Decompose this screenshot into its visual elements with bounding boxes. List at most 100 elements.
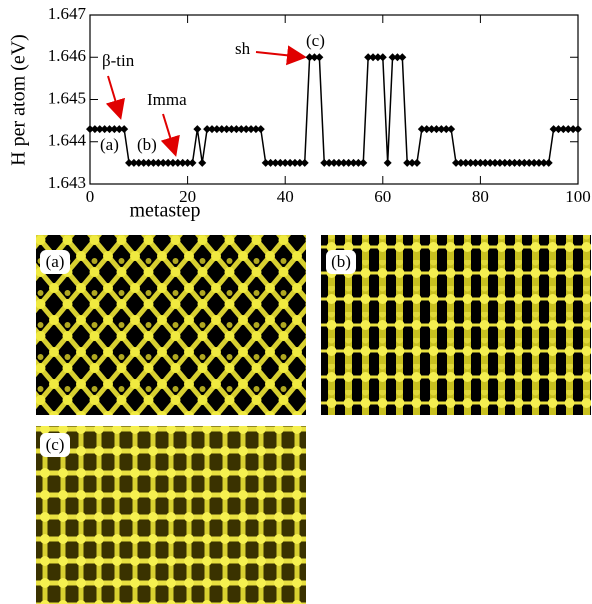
- x-tick-label: 80: [472, 187, 489, 206]
- data-point: [154, 158, 163, 167]
- annotation: Imma: [147, 90, 187, 109]
- data-point: [227, 125, 236, 134]
- data-point: [569, 125, 578, 134]
- annotation: β-tin: [102, 51, 135, 70]
- structure-image: [321, 235, 591, 415]
- data-point: [222, 125, 231, 134]
- data-point: [178, 158, 187, 167]
- data-point: [554, 125, 563, 134]
- data-point: [369, 53, 378, 62]
- data-point: [447, 125, 456, 134]
- data-point: [286, 158, 295, 167]
- y-tick-label: 1.645: [48, 88, 86, 107]
- data-point: [486, 158, 495, 167]
- data-point: [364, 53, 373, 62]
- data-point: [525, 158, 534, 167]
- data-point: [198, 158, 207, 167]
- data-point: [95, 125, 104, 134]
- data-point: [466, 158, 475, 167]
- data-point: [476, 158, 485, 167]
- data-point: [461, 158, 470, 167]
- data-point: [183, 158, 192, 167]
- data-point: [373, 53, 382, 62]
- data-point: [164, 158, 173, 167]
- annotation: (c): [306, 31, 325, 50]
- data-point: [354, 158, 363, 167]
- data-point: [271, 158, 280, 167]
- x-axis-label: metastep: [129, 200, 200, 222]
- data-point: [417, 125, 426, 134]
- data-point: [534, 158, 543, 167]
- data-point: [247, 125, 256, 134]
- panel-label: (b): [331, 252, 351, 271]
- annotation-arrow: [105, 75, 125, 120]
- data-point: [217, 125, 226, 134]
- data-point: [125, 158, 134, 167]
- data-point: [325, 158, 334, 167]
- data-point: [432, 125, 441, 134]
- data-point: [237, 125, 246, 134]
- data-point: [139, 158, 148, 167]
- data-point: [515, 158, 524, 167]
- data-point: [86, 125, 94, 134]
- panel-label-box: [40, 433, 70, 457]
- data-point: [559, 125, 568, 134]
- data-point: [320, 158, 329, 167]
- y-tick-label: 1.643: [48, 173, 86, 192]
- data-point: [134, 158, 143, 167]
- data-point: [403, 158, 412, 167]
- data-point: [193, 125, 202, 134]
- data-point: [168, 158, 177, 167]
- data-point: [393, 53, 402, 62]
- annotation: sh: [235, 39, 251, 58]
- y-tick-label: 1.647: [48, 4, 87, 23]
- y-tick-label: 1.646: [48, 46, 86, 65]
- data-point: [129, 158, 138, 167]
- x-tick-label: 100: [565, 187, 591, 206]
- annotation: (b): [137, 135, 157, 154]
- annotation: (a): [100, 135, 119, 154]
- data-point: [100, 125, 109, 134]
- data-point: [359, 158, 368, 167]
- data-point: [495, 158, 504, 167]
- data-point: [388, 53, 397, 62]
- annotation-arrow: [160, 113, 180, 157]
- data-point: [422, 125, 431, 134]
- data-point: [539, 158, 548, 167]
- data-point: [315, 53, 324, 62]
- data-point: [344, 158, 353, 167]
- y-axis-label: H per atom (eV): [8, 34, 30, 166]
- data-point: [544, 158, 553, 167]
- data-point: [281, 158, 290, 167]
- series-line: [90, 56, 578, 164]
- panel-label: (c): [46, 435, 65, 454]
- data-point: [90, 125, 99, 134]
- data-point: [349, 158, 358, 167]
- structure-image: [36, 426, 306, 604]
- data-point: [188, 158, 197, 167]
- data-point: [530, 158, 539, 167]
- data-point: [159, 158, 168, 167]
- data-point: [110, 125, 119, 134]
- data-point: [505, 158, 514, 167]
- data-point: [549, 125, 558, 134]
- data-point: [105, 125, 114, 134]
- data-point: [452, 158, 460, 167]
- data-point: [173, 158, 182, 167]
- data-point: [500, 158, 509, 167]
- data-point: [412, 158, 421, 167]
- data-point: [564, 125, 573, 134]
- data-point: [305, 53, 314, 62]
- data-point: [290, 158, 299, 167]
- data-point: [437, 125, 446, 134]
- data-point: [339, 158, 348, 167]
- data-point: [251, 125, 260, 134]
- structure-image: [36, 235, 306, 415]
- data-point: [383, 158, 392, 167]
- data-point: [378, 53, 387, 62]
- data-point: [232, 125, 241, 134]
- data-point: [510, 158, 519, 167]
- data-point: [266, 158, 275, 167]
- data-point: [574, 125, 582, 134]
